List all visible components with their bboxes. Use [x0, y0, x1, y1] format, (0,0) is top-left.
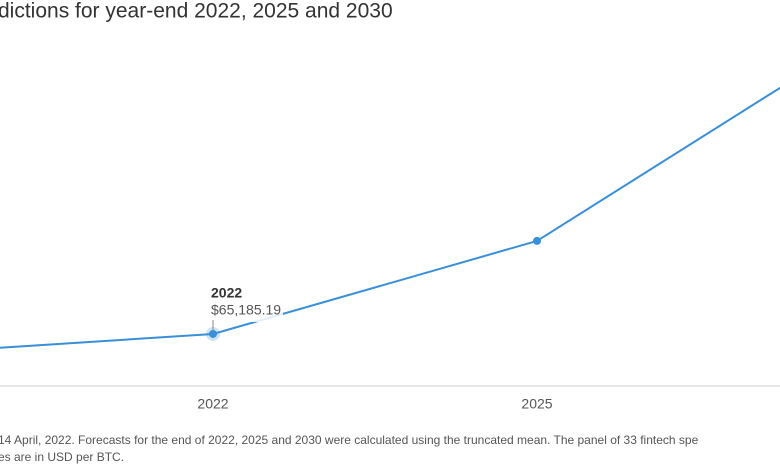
tooltip-category: 2022: [211, 285, 242, 301]
chart-title: dictions for year-end 2022, 2025 and 203…: [0, 0, 393, 23]
tooltip-value: $65,185.19: [211, 302, 281, 318]
data-point: [209, 329, 217, 338]
data-line: [0, 86, 780, 349]
tooltip-bg: [209, 285, 283, 322]
x-tick-label: 2025: [521, 396, 552, 412]
point-halo: [206, 326, 220, 341]
footnote: es are in USD per BTC.: [0, 450, 124, 464]
footnote: 14 April, 2022. Forecasts for the end of…: [0, 433, 699, 447]
data-point: [533, 236, 541, 245]
x-tick-label: 2022: [197, 396, 228, 412]
